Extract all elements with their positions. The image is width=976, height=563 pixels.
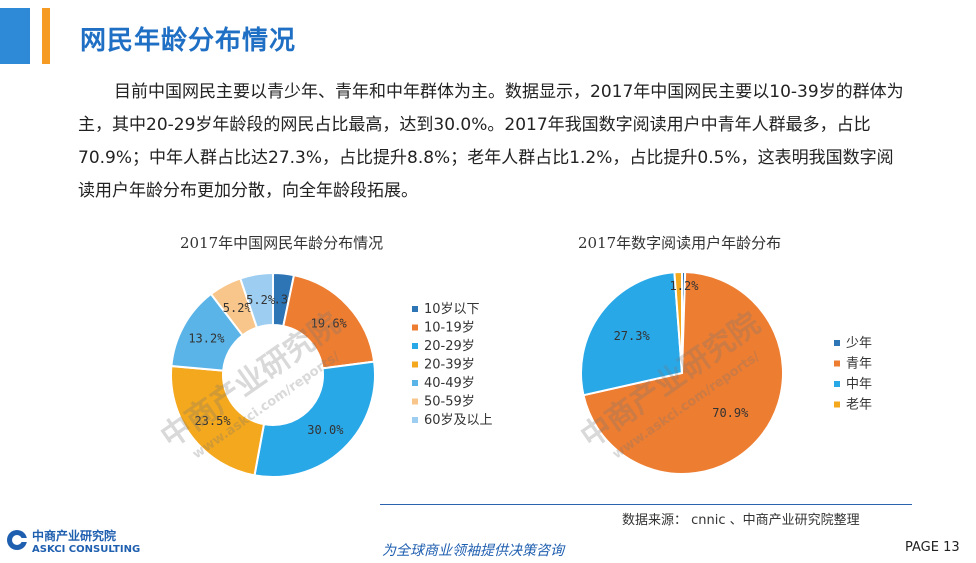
chart1-legend-swatch-3 bbox=[412, 361, 418, 368]
chart1-legend-swatch-5 bbox=[412, 398, 418, 405]
chart1-title: 2017年中国网民年龄分布情况 bbox=[180, 234, 384, 252]
chart2-legend-label-3: 老年 bbox=[846, 398, 872, 413]
chart2-data-label-2: 27.3% bbox=[614, 329, 651, 343]
chart1-data-label-6: 5.2% bbox=[246, 293, 276, 307]
chart1-legend-swatch-4 bbox=[412, 380, 418, 386]
chart1-legend-label-2: 20-29岁 bbox=[424, 339, 475, 354]
askci-logo-icon bbox=[7, 530, 28, 550]
chart2-legend-swatch-3 bbox=[834, 401, 840, 408]
chart2-title: 2017年数字阅读用户年龄分布 bbox=[578, 234, 782, 252]
chart1-data-label-5: 5.2% bbox=[223, 301, 253, 315]
chart1-legend-label-6: 60岁及以上 bbox=[424, 413, 493, 428]
page-number: PAGE 13 bbox=[905, 540, 960, 555]
chart1-legend-swatch-1 bbox=[412, 324, 418, 331]
footer-slogan: 为全球商业领袖提供决策咨询 bbox=[382, 543, 564, 559]
header-accent-bar-orange bbox=[42, 8, 50, 64]
body-paragraph: 目前中国网民主要以青少年、青年和中年群体为主。数据显示，2017年中国网民主要以… bbox=[78, 82, 904, 201]
chart1-legend-label-4: 40-49岁 bbox=[424, 376, 475, 391]
logo-text-en: ASKCI CONSULTING bbox=[32, 544, 141, 555]
chart2-data-label-3: 1.2% bbox=[670, 279, 700, 293]
chart2-legend-swatch-1 bbox=[834, 360, 840, 367]
chart1-legend-label-1: 10-19岁 bbox=[424, 321, 475, 336]
chart1-slice-2 bbox=[253, 360, 376, 478]
chart2-legend-label-2: 中年 bbox=[846, 377, 872, 392]
chart2-slice-1 bbox=[582, 271, 784, 475]
chart2-slice-2 bbox=[580, 271, 684, 397]
chart1-data-label-4: 13.2% bbox=[188, 331, 225, 345]
chart1-legend-swatch-6 bbox=[412, 417, 418, 423]
chart1-plot: 3.3%19.6%30.0%23.5%13.2%5.2%5.2%10岁以下10-… bbox=[170, 271, 493, 478]
page-title: 网民年龄分布情况 bbox=[80, 26, 297, 56]
chart2-legend-swatch-0 bbox=[834, 340, 840, 346]
chart1-legend-swatch-0 bbox=[412, 306, 418, 312]
chart1-slice-3 bbox=[170, 364, 266, 477]
chart2-data-label-1: 70.9% bbox=[712, 406, 749, 420]
chart1-data-label-3: 23.5% bbox=[194, 414, 231, 428]
chart1-legend-label-0: 10岁以下 bbox=[424, 302, 480, 317]
chart1-legend-label-3: 20-39岁 bbox=[424, 358, 475, 373]
chart1-slice-6 bbox=[238, 271, 274, 329]
chart1-data-label-2: 30.0% bbox=[307, 423, 344, 437]
logo-text-cn: 中商产业研究院 bbox=[32, 529, 117, 543]
chart1-legend-label-5: 50-59岁 bbox=[424, 395, 475, 410]
chart2-legend-label-1: 青年 bbox=[846, 357, 872, 372]
footer-divider bbox=[380, 504, 912, 505]
chart2-legend-swatch-2 bbox=[834, 381, 840, 387]
chart1-legend-swatch-2 bbox=[412, 343, 418, 349]
data-source: 数据来源： cnnic 、中商产业研究院整理 bbox=[622, 513, 860, 528]
chart2-legend-label-0: 少年 bbox=[846, 336, 872, 351]
chart2-slice-3 bbox=[673, 270, 683, 374]
chart1-data-label-1: 19.6% bbox=[311, 316, 348, 330]
header-accent-bar-blue bbox=[0, 8, 30, 64]
